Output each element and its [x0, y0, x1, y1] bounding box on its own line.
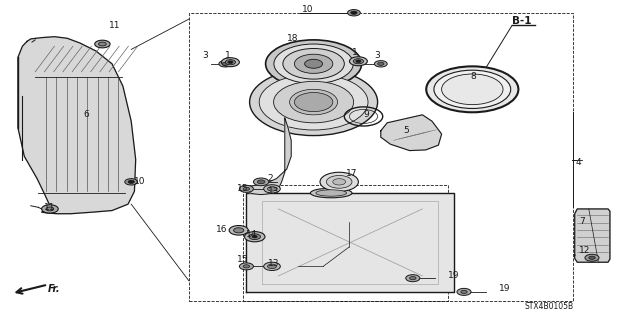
Circle shape — [46, 207, 54, 211]
Circle shape — [442, 74, 503, 105]
Circle shape — [294, 93, 333, 112]
Circle shape — [249, 234, 260, 240]
Circle shape — [253, 178, 269, 186]
Ellipse shape — [274, 81, 354, 123]
Polygon shape — [381, 115, 442, 151]
Circle shape — [225, 60, 236, 65]
Circle shape — [356, 60, 361, 63]
Text: 5: 5 — [403, 126, 409, 135]
Circle shape — [589, 256, 595, 259]
Circle shape — [221, 58, 239, 67]
Bar — [189, 13, 573, 301]
Text: 11: 11 — [109, 21, 121, 30]
Text: 13: 13 — [268, 259, 279, 268]
Circle shape — [234, 228, 244, 233]
Text: 10: 10 — [302, 5, 314, 14]
Bar — [243, 185, 448, 301]
Circle shape — [244, 232, 265, 242]
Circle shape — [305, 59, 323, 68]
Circle shape — [320, 172, 358, 191]
Circle shape — [426, 66, 518, 112]
Text: 15: 15 — [237, 256, 248, 264]
Circle shape — [378, 62, 384, 65]
Circle shape — [585, 254, 599, 261]
Ellipse shape — [259, 74, 368, 130]
Circle shape — [266, 40, 362, 88]
Text: 8: 8 — [470, 72, 476, 81]
Text: 10: 10 — [134, 177, 146, 186]
Circle shape — [243, 187, 250, 190]
Circle shape — [268, 264, 276, 269]
Circle shape — [374, 61, 387, 67]
Circle shape — [326, 175, 352, 188]
Text: 13: 13 — [268, 187, 279, 196]
Text: 1: 1 — [225, 51, 230, 60]
Circle shape — [229, 226, 248, 235]
Circle shape — [406, 275, 420, 282]
Circle shape — [264, 262, 280, 271]
Text: 3: 3 — [375, 51, 380, 60]
Text: 4: 4 — [576, 158, 582, 167]
Text: B-1: B-1 — [512, 16, 531, 26]
Circle shape — [434, 70, 511, 108]
Polygon shape — [246, 193, 454, 292]
Text: 12: 12 — [579, 246, 591, 255]
Text: 3: 3 — [202, 51, 207, 60]
Circle shape — [274, 44, 353, 84]
Circle shape — [348, 10, 360, 16]
Circle shape — [42, 205, 58, 213]
Text: 6: 6 — [83, 110, 89, 119]
Circle shape — [243, 265, 250, 268]
Circle shape — [264, 185, 280, 193]
Polygon shape — [575, 209, 610, 262]
Circle shape — [128, 180, 134, 183]
Circle shape — [257, 180, 265, 184]
Circle shape — [353, 59, 364, 64]
Text: 14: 14 — [246, 230, 258, 239]
Text: STX4B0105B: STX4B0105B — [525, 302, 574, 311]
Circle shape — [283, 48, 344, 79]
Circle shape — [457, 288, 471, 295]
Ellipse shape — [316, 190, 347, 196]
Circle shape — [252, 235, 257, 238]
Text: 2: 2 — [268, 174, 273, 183]
Circle shape — [351, 11, 357, 14]
Circle shape — [222, 62, 228, 65]
Circle shape — [294, 54, 333, 73]
Text: 1: 1 — [353, 48, 358, 57]
Circle shape — [219, 61, 232, 67]
Text: 18: 18 — [287, 34, 299, 43]
Circle shape — [410, 277, 416, 280]
Ellipse shape — [310, 188, 352, 198]
Circle shape — [268, 187, 276, 191]
Text: 9: 9 — [364, 110, 369, 119]
Polygon shape — [18, 37, 136, 214]
Circle shape — [125, 179, 138, 185]
Circle shape — [239, 185, 253, 192]
Circle shape — [333, 179, 346, 185]
Ellipse shape — [250, 69, 378, 136]
Text: 19: 19 — [448, 271, 460, 280]
Ellipse shape — [290, 89, 338, 115]
Circle shape — [99, 42, 106, 46]
Text: 7: 7 — [579, 217, 585, 226]
Text: Fr.: Fr. — [48, 284, 61, 294]
Circle shape — [228, 61, 233, 63]
Circle shape — [95, 40, 110, 48]
Circle shape — [461, 290, 467, 293]
Text: 15: 15 — [237, 184, 248, 193]
Text: 19: 19 — [499, 284, 511, 293]
Circle shape — [239, 263, 253, 270]
Polygon shape — [250, 118, 291, 195]
Text: 17: 17 — [346, 169, 357, 178]
Text: 16: 16 — [216, 225, 227, 234]
Circle shape — [349, 57, 367, 66]
Text: 11: 11 — [44, 203, 56, 212]
